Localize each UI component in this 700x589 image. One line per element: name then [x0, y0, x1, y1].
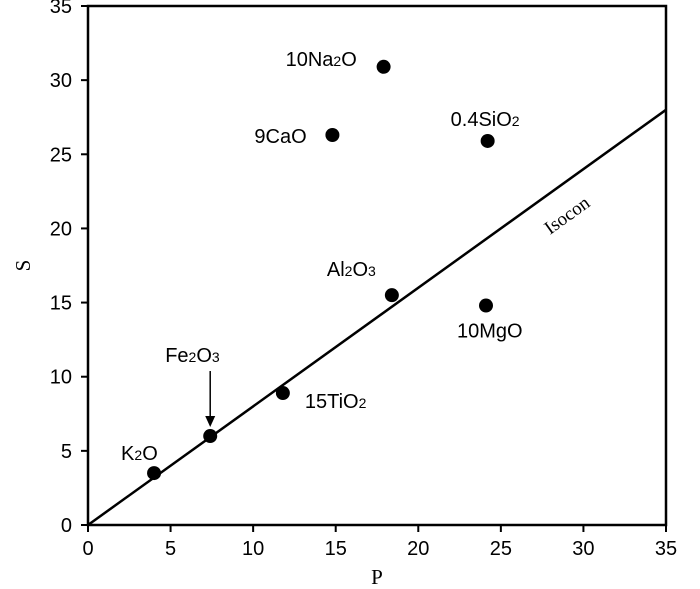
isocon-line	[87, 108, 667, 527]
plot-frame	[86, 4, 668, 527]
point-label: 9CaO	[254, 126, 306, 148]
y-tick-label: 30	[50, 70, 72, 92]
point-label: 0.4SiO2	[451, 109, 520, 131]
y-tick-label: 0	[61, 515, 72, 537]
data-point	[203, 429, 218, 444]
y-tick-label: 25	[50, 144, 72, 166]
y-axis-title: S	[11, 260, 35, 272]
data-point	[480, 133, 495, 148]
point-label: 10MgO	[457, 321, 523, 343]
x-tick-labels: 0 5 10 15 20 25 30 35	[82, 538, 677, 560]
x-tick-label: 0	[82, 538, 93, 560]
x-tick-label: 10	[242, 538, 264, 560]
point-label: Fe2O3	[165, 345, 220, 367]
isocon-label: Isocon	[541, 192, 595, 239]
data-point	[147, 466, 162, 481]
y-tick-label: 20	[50, 218, 72, 240]
x-tick-label: 5	[165, 538, 176, 560]
data-point	[384, 288, 399, 303]
point-label: Al2O3	[327, 259, 376, 281]
fe2o3-arrowhead	[205, 416, 216, 428]
point-labels: K2O Fe2O3 15TiO2 Al2O3 9CaO 10Na2O 0.4SiO2 10Mg…	[121, 49, 523, 465]
y-tick-labels: 0 5 10 15 20 25 30 35	[50, 0, 72, 537]
data-point	[376, 59, 391, 74]
x-tick-label: 30	[572, 538, 594, 560]
point-label: 15TiO2	[305, 391, 367, 413]
y-tick-label: 10	[50, 367, 72, 389]
data-points	[147, 59, 495, 481]
y-tick-label: 35	[50, 0, 72, 18]
x-tick-label: 20	[407, 538, 429, 560]
x-axis-title: P	[371, 565, 383, 589]
data-point	[275, 386, 290, 401]
data-point	[478, 298, 493, 313]
point-label: 10Na2O	[286, 49, 357, 71]
data-point	[325, 128, 340, 143]
y-tick-label: 15	[50, 293, 72, 315]
axis-ticks	[81, 5, 667, 532]
y-tick-label: 5	[61, 441, 72, 463]
x-tick-label: 15	[325, 538, 347, 560]
x-tick-label: 25	[490, 538, 512, 560]
point-label: K2O	[121, 443, 158, 465]
x-tick-label: 35	[655, 538, 677, 560]
